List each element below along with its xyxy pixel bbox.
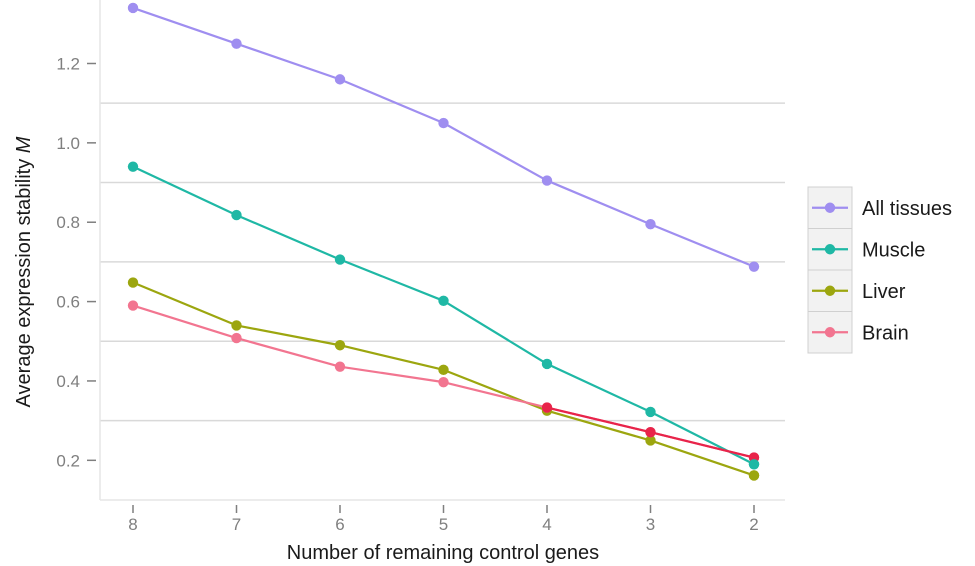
legend-key-point [824, 327, 836, 338]
data-point [645, 219, 656, 230]
data-point [645, 435, 656, 446]
data-point [231, 320, 242, 331]
data-point [334, 254, 346, 265]
data-point [127, 161, 139, 172]
series-all-tissues [127, 2, 760, 272]
data-point [748, 261, 760, 272]
legend-key-point [824, 202, 836, 213]
x-tick-label: 6 [335, 515, 344, 534]
legend-label: Brain [862, 322, 909, 344]
data-point [438, 117, 449, 129]
x-tick-label: 3 [646, 515, 655, 534]
data-point [127, 300, 139, 311]
x-axis-title: Number of remaining control genes [287, 542, 599, 564]
y-tick-label: 1.0 [56, 134, 80, 153]
legend-label: Muscle [862, 239, 925, 261]
x-tick-label: 5 [439, 515, 448, 534]
data-point [541, 175, 553, 186]
y-axis-title: Average expression stability M [13, 136, 35, 407]
data-point [541, 358, 553, 370]
x-axis-ticks: 8 7 6 5 4 3 2 [128, 505, 759, 534]
legend-label: All tissues [862, 198, 952, 220]
x-tick-label: 2 [749, 515, 758, 534]
x-tick-label: 7 [232, 515, 241, 534]
legend-key-point [824, 285, 836, 296]
y-tick-label: 0.6 [56, 293, 80, 312]
legend-key-point [824, 244, 836, 255]
y-axis-title-symbol: M [13, 136, 35, 153]
y-tick-label: 1.2 [56, 54, 80, 73]
data-point [748, 459, 760, 470]
legend-label: Liver [862, 281, 906, 303]
grid-lines [100, 102, 785, 422]
data-point [334, 74, 346, 85]
data-point [127, 277, 139, 288]
legend: All tissues Muscle Liver Brain [807, 186, 952, 354]
data-point [231, 38, 242, 49]
series-line [132, 165, 755, 466]
y-tick-label: 0.8 [56, 213, 80, 232]
overlap-point [541, 402, 553, 413]
series-group [127, 2, 760, 481]
data-point [231, 332, 242, 344]
data-point [231, 209, 242, 221]
series-brain [127, 300, 760, 463]
x-tick-label: 8 [128, 515, 137, 534]
series-line [132, 6, 755, 268]
axis-lines [99, 0, 785, 501]
data-point [438, 364, 449, 376]
data-point [748, 470, 760, 481]
data-point [438, 295, 449, 306]
x-tick-label: 4 [542, 515, 551, 534]
series-muscle [127, 161, 760, 470]
y-tick-label: 0.2 [56, 451, 80, 470]
overlap-point [645, 426, 656, 438]
y-axis-title-text: Average expression stability [13, 153, 35, 407]
data-point [438, 376, 449, 388]
y-axis-ticks: 0.2 0.4 0.6 0.8 1.0 1.2 [56, 54, 96, 470]
data-point [645, 406, 656, 418]
data-point [334, 361, 346, 372]
data-point [127, 2, 139, 14]
data-point [334, 340, 346, 351]
series-overlap-segment [541, 402, 760, 481]
y-tick-label: 0.4 [56, 372, 80, 391]
